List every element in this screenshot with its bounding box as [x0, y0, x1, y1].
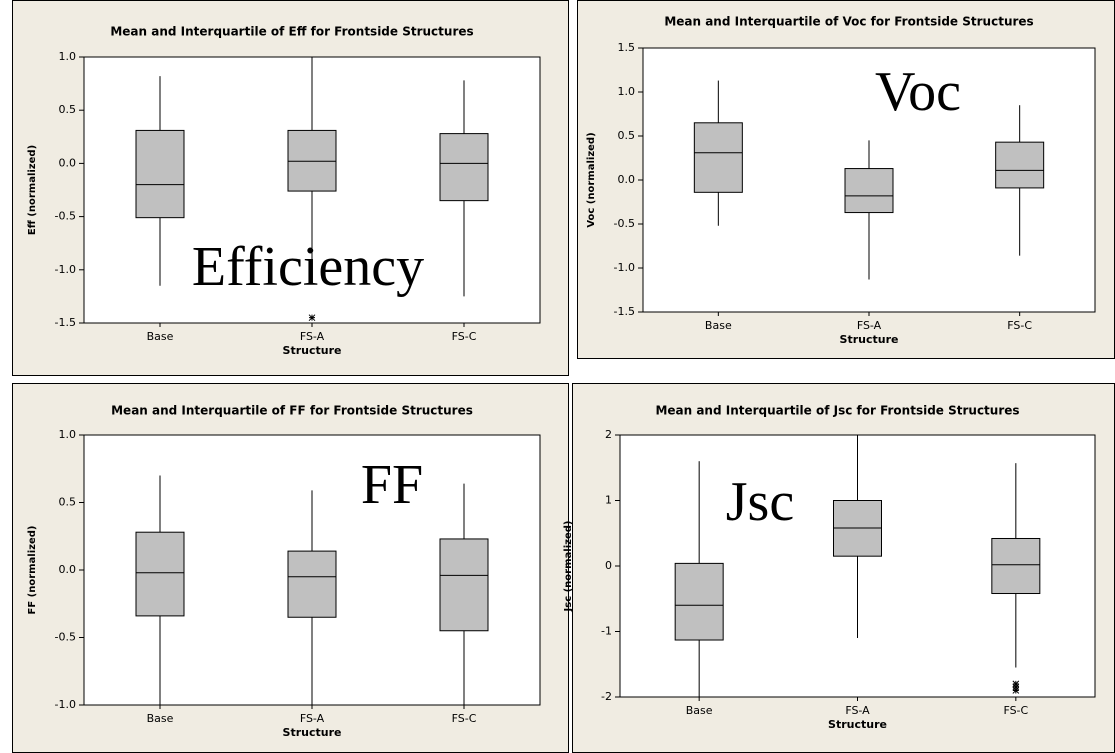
box [135, 129, 185, 219]
y-tick-label: 1.0 [59, 428, 77, 441]
annotation: Efficiency [192, 236, 424, 298]
box [844, 168, 894, 214]
y-tick-label: 1.0 [59, 50, 77, 63]
y-tick-label: 1.5 [618, 41, 636, 54]
y-axis-label: FF (normalized) [27, 526, 38, 615]
annotation: FF [361, 454, 423, 516]
y-tick-label: -1.5 [614, 305, 635, 318]
chart-title: Mean and Interquartile of Eff for Fronts… [110, 25, 473, 39]
box [135, 531, 185, 617]
y-tick-label: -0.5 [55, 631, 76, 644]
y-tick-label: -1 [601, 625, 612, 638]
outlier [308, 314, 316, 322]
x-tick-label: Base [147, 330, 174, 343]
outlier [1012, 680, 1020, 688]
outlier [1012, 687, 1020, 694]
y-axis-label: Eff (normalized) [27, 145, 38, 235]
y-tick-label: 1 [605, 494, 612, 507]
chart-title: Mean and Interquartile of Jsc for Fronts… [655, 404, 1019, 418]
outlier [1012, 683, 1020, 691]
x-tick-label: FS-C [1003, 704, 1028, 717]
y-tick-label: 0.5 [59, 103, 77, 116]
y-tick-label: -2 [601, 690, 612, 703]
y-axis-label: Jsc (normalized) [563, 521, 574, 613]
y-tick-label: -0.5 [55, 210, 76, 223]
x-tick-label: FS-A [845, 704, 870, 717]
box [693, 122, 743, 193]
box [439, 538, 489, 632]
y-tick-label: 0.0 [59, 156, 77, 169]
x-axis-label: Structure [283, 726, 342, 739]
y-tick-label: 0.0 [59, 563, 77, 576]
x-tick-label: FS-C [452, 712, 477, 725]
x-tick-label: FS-C [1007, 319, 1032, 332]
x-axis-label: Structure [840, 333, 899, 346]
x-axis-label: Structure [283, 344, 342, 357]
annotation: Voc [875, 61, 961, 123]
annotation: Jsc [726, 471, 794, 533]
y-tick-label: -1.0 [55, 698, 76, 711]
y-tick-label: 1.0 [618, 85, 636, 98]
y-tick-label: 0.0 [618, 173, 636, 186]
y-tick-label: -1.0 [614, 261, 635, 274]
y-tick-label: 0 [605, 559, 612, 572]
x-tick-label: Base [147, 712, 174, 725]
x-tick-label: FS-A [300, 330, 325, 343]
box [287, 550, 337, 618]
y-tick-label: 0.5 [59, 496, 77, 509]
x-tick-label: Base [686, 704, 713, 717]
chart-title: Mean and Interquartile of Voc for Fronts… [664, 15, 1033, 29]
x-tick-label: FS-A [857, 319, 882, 332]
y-tick-label: -0.5 [614, 217, 635, 230]
y-tick-label: -1.5 [55, 316, 76, 329]
x-tick-label: FS-A [300, 712, 325, 725]
box [439, 133, 489, 202]
x-tick-label: Base [705, 319, 732, 332]
y-axis-label: Voc (normalized) [586, 132, 597, 227]
box [287, 129, 337, 192]
y-tick-label: 0.5 [618, 129, 636, 142]
x-tick-label: FS-C [452, 330, 477, 343]
box [991, 537, 1041, 595]
x-axis-label: Structure [828, 718, 887, 731]
y-tick-label: -1.0 [55, 263, 76, 276]
box [995, 141, 1045, 189]
y-tick-label: 2 [605, 428, 612, 441]
chart-title: Mean and Interquartile of FF for Frontsi… [111, 404, 473, 418]
box [674, 562, 724, 641]
